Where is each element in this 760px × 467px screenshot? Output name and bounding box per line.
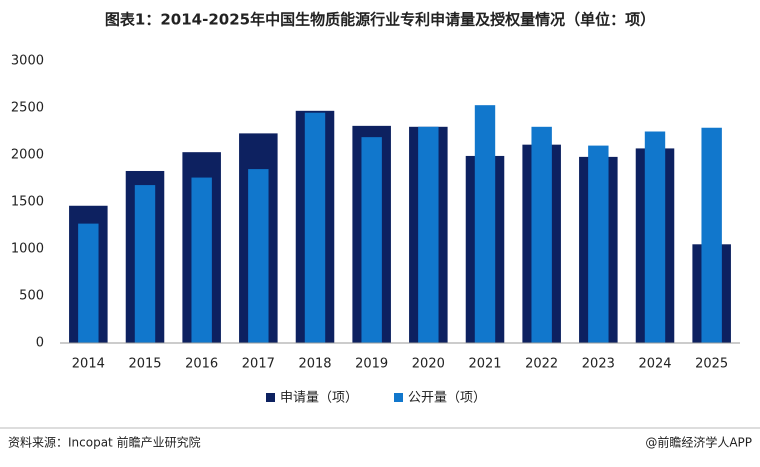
bar [78, 223, 99, 343]
legend-swatch [266, 393, 275, 402]
legend-swatch [394, 393, 403, 402]
bar [588, 145, 609, 343]
chart-title: 图表1：2014-2025年中国生物质能源行业专利申请量及授权量情况（单位：项） [105, 11, 655, 29]
y-tick-label: 2000 [11, 148, 44, 163]
x-tick-label: 2023 [582, 357, 615, 372]
bar [134, 185, 156, 343]
bar [361, 137, 382, 343]
x-tick-label: 2020 [412, 357, 445, 372]
source: 资料来源：Incopat 前瞻产业研究院 [8, 435, 201, 450]
x-tick-label: 2018 [298, 357, 331, 372]
bar [248, 169, 269, 343]
y-tick-label: 1000 [11, 242, 44, 257]
bar [701, 127, 722, 344]
y-tick-label: 1500 [11, 195, 44, 210]
x-tick-label: 2022 [525, 357, 558, 372]
bar [474, 105, 496, 344]
x-tick-label: 2015 [128, 357, 161, 372]
x-tick-label: 2025 [695, 357, 728, 372]
y-tick-label: 500 [19, 289, 44, 304]
x-tick-label: 2021 [468, 357, 501, 372]
y-tick-label: 0 [36, 336, 44, 351]
x-tick-label: 2024 [638, 357, 671, 372]
bar [531, 126, 552, 343]
y-tick-label: 2500 [11, 101, 44, 116]
bar [191, 177, 212, 343]
legend-label: 申请量（项） [280, 391, 358, 406]
bar [644, 131, 666, 343]
x-tick-label: 2014 [72, 357, 105, 372]
y-tick-label: 3000 [11, 54, 44, 69]
x-tick-label: 2019 [355, 357, 388, 372]
x-tick-label: 2017 [242, 357, 275, 372]
bar [418, 126, 439, 343]
credit: @前瞻经济学人APP [645, 435, 752, 450]
bar [304, 112, 326, 343]
legend-label: 公开量（项） [408, 391, 486, 406]
x-tick-label: 2016 [185, 357, 218, 372]
